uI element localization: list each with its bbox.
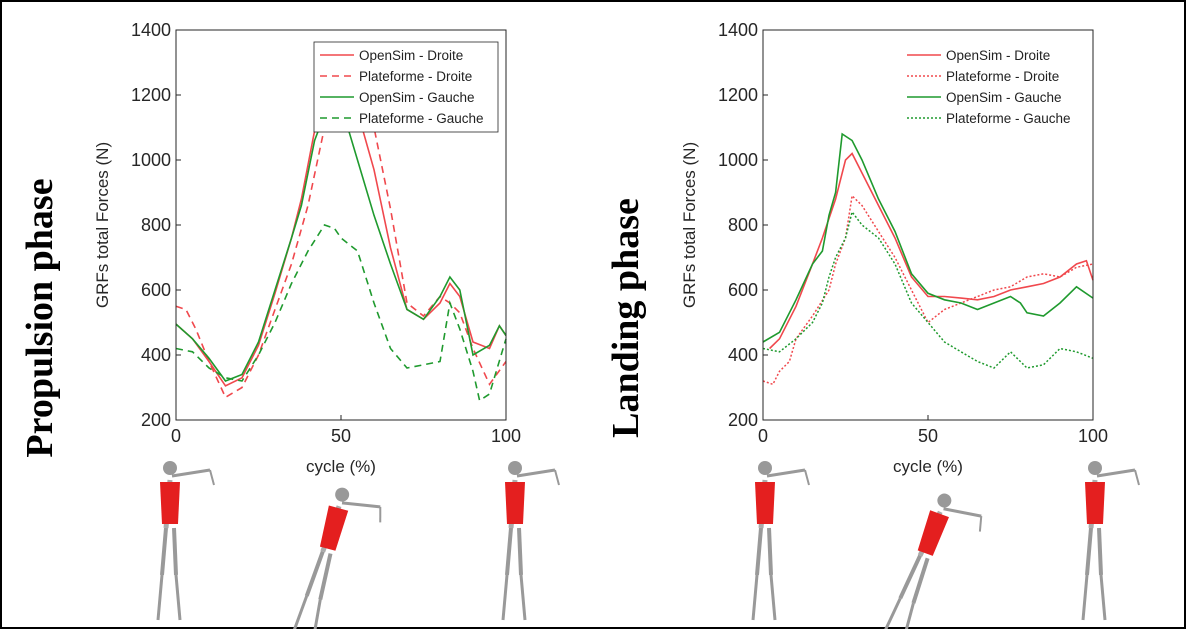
x-axis-label: cycle (%) <box>893 457 963 476</box>
legend-label: OpenSim - Droite <box>946 48 1050 63</box>
x-axis-label: cycle (%) <box>306 457 376 476</box>
legend-label: OpenSim - Gauche <box>946 90 1062 105</box>
y-tick-label: 800 <box>141 215 171 235</box>
y-tick-label: 1000 <box>718 150 758 170</box>
y-tick-label: 1200 <box>718 85 758 105</box>
series-line <box>769 152 1094 350</box>
x-tick-label: 100 <box>1078 426 1108 446</box>
y-tick-label: 1200 <box>131 85 171 105</box>
phase-label: Propulsion phase <box>19 178 61 457</box>
legend-box <box>313 41 499 133</box>
x-tick-label: 0 <box>758 426 768 446</box>
y-tick-label: 400 <box>728 345 758 365</box>
y-tick-label: 200 <box>141 410 171 430</box>
x-tick-label: 50 <box>331 426 351 446</box>
legend-label: Plateforme - Droite <box>946 69 1059 84</box>
series-line <box>762 194 1094 386</box>
legend-label: Plateforme - Droite <box>359 69 472 84</box>
series-line <box>762 132 1094 343</box>
legend-label: OpenSim - Droite <box>359 48 463 63</box>
legend-box <box>901 42 1085 132</box>
series-line <box>762 210 1094 369</box>
x-tick-label: 50 <box>918 426 938 446</box>
y-tick-label: 600 <box>728 280 758 300</box>
x-tick-label: 0 <box>171 426 181 446</box>
y-axis-label: GRFs total Forces (N) <box>93 142 112 308</box>
legend-label: Plateforme - Gauche <box>946 111 1071 126</box>
axes-box <box>762 29 1094 421</box>
y-tick-label: 1400 <box>718 20 758 40</box>
phase-label: Landing phase <box>605 198 647 438</box>
y-tick-label: 1000 <box>131 150 171 170</box>
legend-label: OpenSim - Gauche <box>359 90 475 105</box>
y-tick-label: 200 <box>728 410 758 430</box>
y-tick-label: 400 <box>141 345 171 365</box>
series-line <box>175 224 507 402</box>
axes-box <box>175 29 507 421</box>
x-tick-label: 100 <box>491 426 521 446</box>
y-tick-label: 800 <box>728 215 758 235</box>
y-tick-label: 1400 <box>131 20 171 40</box>
y-axis-label: GRFs total Forces (N) <box>680 142 699 308</box>
legend-label: Plateforme - Gauche <box>359 111 484 126</box>
y-tick-label: 600 <box>141 280 171 300</box>
